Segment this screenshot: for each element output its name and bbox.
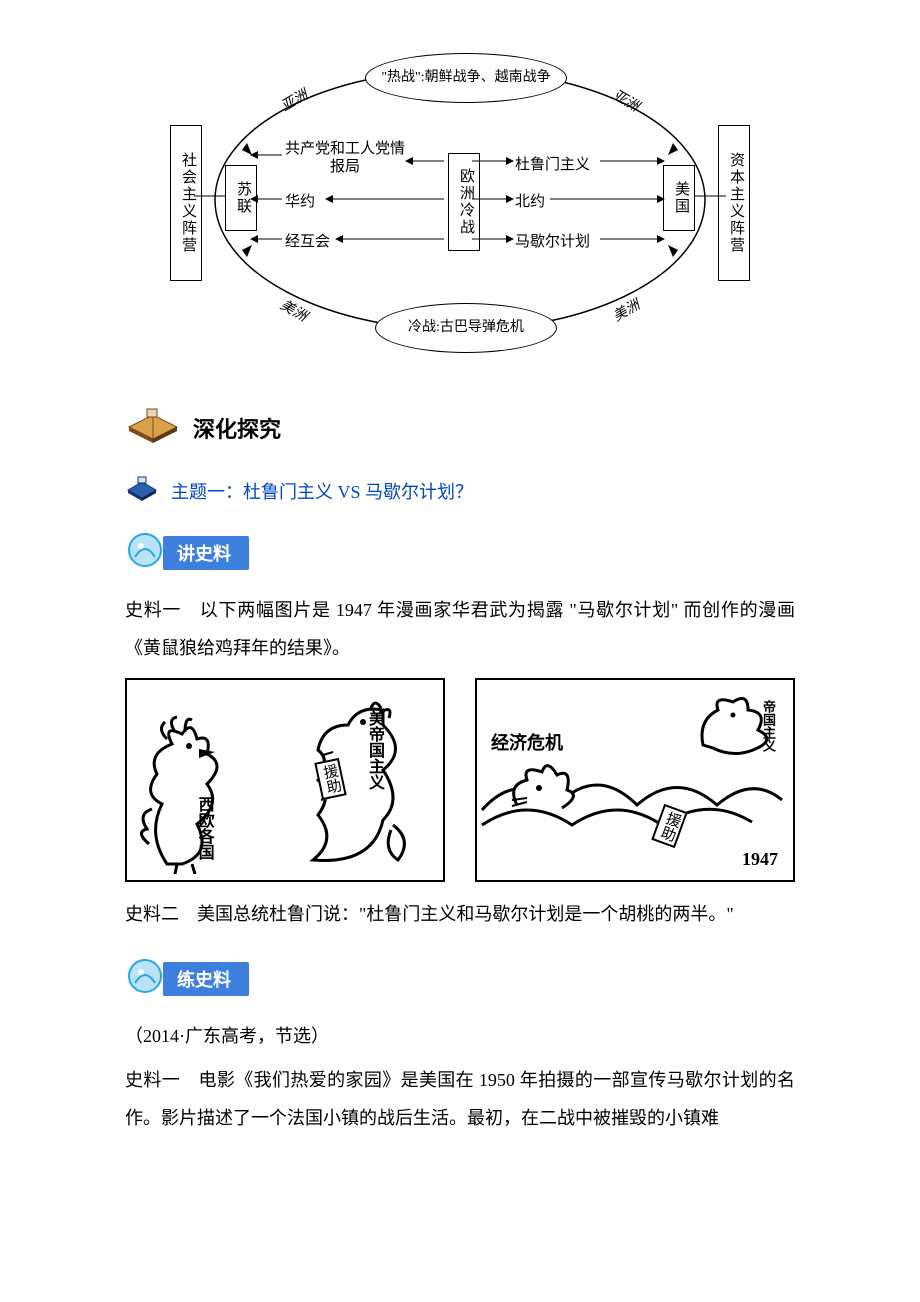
arc-label-tl: 亚洲 [277, 84, 311, 115]
topic-1: 主题一：杜鲁门主义 VS 马歇尔计划？ [125, 474, 795, 507]
topic-1-text: 主题一：杜鲁门主义 VS 马歇尔计划？ [171, 478, 473, 504]
bottom-oval-coldwar: 冷战:古巴导弹危机 [375, 303, 557, 353]
practice-pill: 练史料 [163, 962, 249, 996]
cold-war-diagram: 社会主义阵营 苏联 资本主义阵营 美国 "热战":朝鲜战争、越南战争 冷战:古巴… [125, 40, 795, 365]
row2-right-label: 北约 [515, 190, 545, 211]
right-country-box: 美国 [663, 165, 695, 231]
practice-pill-row: 练史料 [125, 957, 795, 1000]
arc-label-bl: 美洲 [277, 294, 311, 325]
row3-right-label: 马歇尔计划 [515, 230, 590, 251]
cartoon-row: 西欧各国 美帝国主义 援助 经济危机 [125, 678, 795, 882]
lens-icon [125, 531, 167, 574]
empire-label: 帝国主义 [761, 700, 775, 752]
right-camp-box: 资本主义阵营 [718, 125, 750, 281]
weasel-label: 美帝国主义 [365, 710, 383, 790]
arc-label-br: 美洲 [609, 294, 643, 325]
material2-text: 史料二 美国总统杜鲁门说："杜鲁门主义和马歇尔计划是一个胡桃的两半。" [125, 896, 795, 934]
small-book-icon [125, 474, 159, 507]
lecture-pill: 讲史料 [163, 536, 249, 570]
practice-body: 史料一 电影《我们热爱的家园》是美国在 1950 年拍摄的一部宣传马歇尔计划的名… [125, 1062, 795, 1138]
material1-intro: 史料一 以下两幅图片是 1947 年漫画家华君武为揭露 "马歇尔计划" 而创作的… [125, 592, 795, 668]
section-header: 深化探究 [125, 405, 795, 450]
cartoon-left: 西欧各国 美帝国主义 援助 [125, 678, 445, 882]
lecture-pill-row: 讲史料 [125, 531, 795, 574]
row1-right-label: 杜鲁门主义 [515, 153, 590, 174]
row2-left-label: 华约 [285, 190, 315, 211]
book-icon [125, 405, 181, 450]
rooster-label: 西欧各国 [195, 796, 213, 860]
top-oval-hotwar: "热战":朝鲜战争、越南战争 [365, 53, 567, 103]
practice-source: （2014·广东高考，节选） [125, 1018, 795, 1056]
section-title: 深化探究 [193, 412, 281, 444]
row1-left-label: 共产党和工人党情报局 [285, 140, 405, 176]
lens-icon-2 [125, 957, 167, 1000]
left-camp-box: 社会主义阵营 [170, 125, 202, 281]
row3-left-label: 经互会 [285, 230, 330, 251]
cartoon-right: 经济危机 帝国主义 援助 1947 [475, 678, 795, 882]
year-label: 1947 [742, 849, 778, 870]
arc-label-tr: 亚洲 [609, 84, 643, 115]
